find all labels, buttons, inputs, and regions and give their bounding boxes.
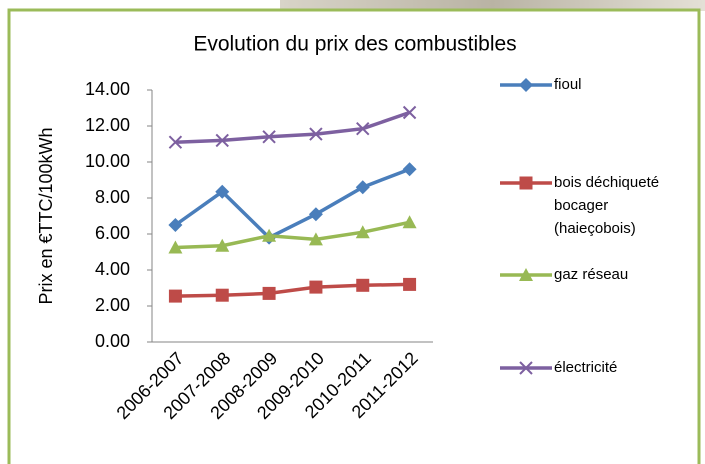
legend-label: gaz réseau: [554, 263, 664, 286]
data-point: [309, 281, 322, 294]
y-tick-label: 14.00: [85, 79, 130, 99]
y-tick-label: 8.00: [95, 187, 130, 207]
y-tick-label: 0.00: [95, 331, 130, 351]
legend-label: électricité: [554, 356, 664, 379]
data-point: [169, 290, 182, 303]
data-point: [356, 279, 369, 292]
y-tick-label: 10.00: [85, 151, 130, 171]
y-axis-label: Prix en €TTC/100kWh: [36, 127, 56, 304]
data-point: [263, 287, 276, 300]
y-tick-label: 6.00: [95, 223, 130, 243]
y-tick-label: 2.00: [95, 295, 130, 315]
page: Evolution du prix des combustibles Prix …: [0, 0, 705, 464]
legend-marker: [520, 177, 533, 190]
y-tick-label: 4.00: [95, 259, 130, 279]
data-point: [403, 278, 416, 291]
chart-title: Evolution du prix des combustibles: [193, 33, 516, 56]
legend-label: fioul: [554, 73, 664, 96]
data-point: [216, 289, 229, 302]
legend-label: bois déchiqueté bocager (haieçobois): [554, 171, 664, 240]
y-tick-label: 12.00: [85, 115, 130, 135]
